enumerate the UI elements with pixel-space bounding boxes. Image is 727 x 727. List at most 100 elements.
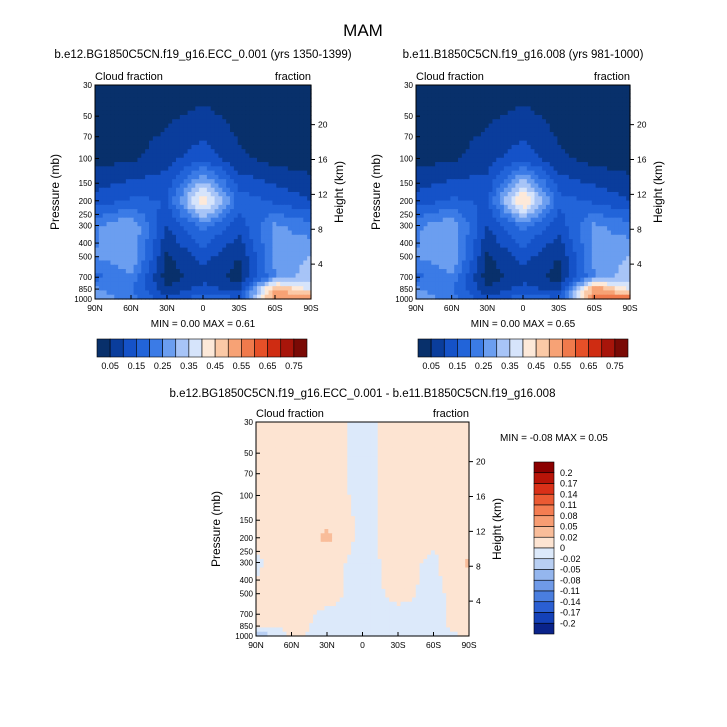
- field-cell: [438, 102, 444, 107]
- field-cell: [427, 89, 432, 95]
- field-cell: [176, 196, 181, 202]
- field-cell: [427, 243, 432, 249]
- field-cell: [168, 269, 173, 274]
- field-cell: [603, 179, 608, 185]
- field-cell: [206, 110, 212, 116]
- field-cell: [419, 234, 425, 240]
- field-cell: [618, 226, 623, 232]
- field-cell: [203, 114, 208, 120]
- field-cell: [500, 204, 505, 210]
- field-cell: [291, 123, 297, 129]
- field-cell: [260, 196, 266, 202]
- field-cell: [446, 106, 451, 112]
- field-cell: [176, 97, 181, 103]
- field-cell: [141, 221, 146, 227]
- field-cell: [110, 149, 115, 155]
- field-cell: [210, 230, 216, 236]
- field-cell: [133, 192, 139, 197]
- field-cell: [160, 162, 166, 167]
- field-cell: [545, 85, 551, 90]
- field-cell: [511, 85, 516, 90]
- field-cell: [557, 239, 562, 244]
- field-cell: [203, 132, 208, 137]
- field-cell: [129, 157, 135, 163]
- field-cell: [287, 144, 293, 150]
- field-cell: [222, 192, 227, 197]
- field-cell: [222, 162, 227, 167]
- field-cell: [568, 217, 574, 223]
- field-cell: [435, 230, 440, 236]
- x-tick-label: 90N: [87, 303, 103, 313]
- field-cell: [622, 196, 627, 202]
- field-cell: [534, 179, 539, 185]
- field-cell: [450, 243, 455, 249]
- field-cell: [257, 93, 262, 99]
- field-cell: [122, 106, 127, 112]
- field-cell: [303, 110, 308, 116]
- field-cell: [218, 97, 223, 103]
- field-cell: [622, 132, 627, 137]
- field-cell: [125, 281, 131, 287]
- field-cell: [488, 213, 494, 219]
- field-cell: [523, 123, 528, 129]
- field-cell: [226, 230, 231, 236]
- field-cell: [214, 234, 220, 240]
- right-string: fraction: [594, 71, 630, 83]
- field-cell: [519, 85, 524, 90]
- field-cell: [523, 119, 528, 125]
- field-cell: [237, 85, 243, 90]
- field-cell: [253, 157, 258, 163]
- field-cell: [183, 162, 189, 167]
- field-cell: [507, 89, 513, 95]
- field-cell: [614, 157, 620, 163]
- field-cell: [95, 243, 100, 249]
- field-cell: [576, 174, 581, 180]
- field-cell: [438, 183, 444, 189]
- field-cell: [164, 239, 169, 244]
- field-cell: [276, 183, 281, 189]
- field-cell: [496, 97, 501, 103]
- field-cell: [549, 140, 555, 146]
- field-cell: [454, 110, 459, 116]
- field-cell: [299, 85, 304, 90]
- field-cell: [257, 286, 262, 292]
- field-cell: [110, 281, 115, 287]
- field-cell: [427, 183, 432, 189]
- field-cell: [264, 192, 270, 197]
- field-cell: [454, 183, 459, 189]
- field-cell: [458, 209, 463, 214]
- field-cell: [249, 286, 254, 292]
- field-cell: [515, 166, 520, 172]
- field-cell: [118, 102, 123, 107]
- field-cell: [98, 157, 104, 163]
- field-cell: [526, 196, 532, 202]
- field-cell: [149, 119, 154, 125]
- field-cell: [226, 136, 231, 142]
- field-cell: [276, 256, 281, 262]
- field-cell: [172, 110, 177, 116]
- field-cell: [307, 174, 312, 180]
- x-axis: 90N 60N 30N 0 30S 60S 90S: [87, 295, 319, 313]
- field-cell: [110, 187, 115, 193]
- field-cell: [431, 153, 436, 159]
- field-cell: [268, 281, 274, 287]
- field-cell: [218, 102, 223, 107]
- field-cell: [572, 213, 578, 219]
- field-cell: [226, 102, 231, 107]
- field-cell: [284, 230, 289, 236]
- field-cell: [610, 196, 616, 202]
- field-cell: [572, 196, 578, 202]
- field-cell: [210, 153, 216, 159]
- field-cell: [118, 162, 123, 167]
- field-cell: [427, 174, 432, 180]
- field-cell: [125, 140, 131, 146]
- field-cell: [488, 192, 494, 197]
- field-cell: [102, 132, 108, 137]
- field-cell: [191, 89, 196, 95]
- field-cell: [473, 166, 478, 172]
- field-cell: [584, 166, 589, 172]
- field-cell: [206, 269, 212, 274]
- field-cell: [500, 93, 505, 99]
- field-cell: [237, 162, 243, 167]
- field-cell: [291, 290, 297, 296]
